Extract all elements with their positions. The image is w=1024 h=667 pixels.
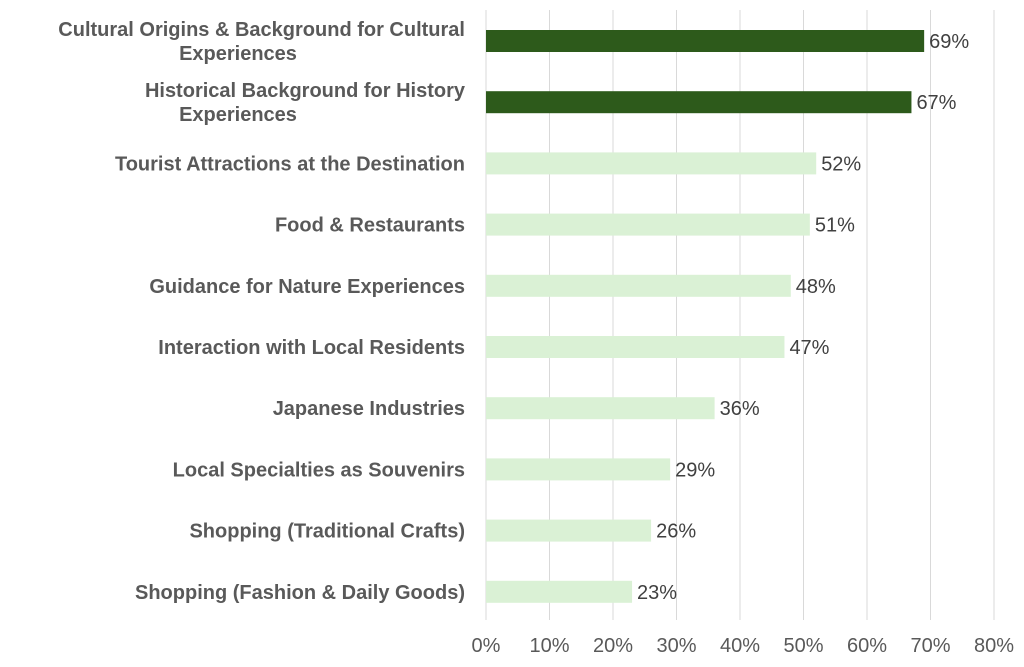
category-label: Shopping (Fashion & Daily Goods) [135, 582, 465, 604]
x-tick-label: 30% [656, 635, 696, 657]
x-tick-label: 20% [593, 635, 633, 657]
category-label: Food & Restaurants [275, 215, 465, 237]
x-axis-ticks: 0% 10% 20% 30% 40% 50% 60% 70% 80% [472, 635, 1015, 657]
data-label: 69% [929, 31, 969, 53]
bar [486, 30, 925, 52]
data-label: 26% [656, 521, 696, 543]
bar [486, 274, 791, 297]
value-labels: 69% 67% 52% 51% 48% 47% 36% 29% 26% 23% [637, 31, 969, 604]
bar [486, 397, 715, 420]
category-label: Japanese Industries [273, 398, 465, 420]
x-tick-label: 60% [847, 635, 887, 657]
x-tick-label: 10% [529, 635, 569, 657]
bar [486, 458, 671, 481]
data-label: 23% [637, 582, 677, 604]
category-label: Shopping (Traditional Crafts) [189, 521, 465, 543]
x-tick-label: 40% [720, 635, 760, 657]
x-tick-label: 50% [783, 635, 823, 657]
data-label: 48% [796, 276, 836, 298]
x-tick-label: 0% [472, 635, 501, 657]
data-label: 36% [720, 398, 760, 420]
data-label: 29% [675, 459, 715, 481]
category-label: Guidance for Nature Experiences [149, 276, 465, 298]
data-label: 52% [821, 153, 861, 175]
category-label: Tourist Attractions at the Destination [115, 153, 465, 175]
category-label: Cultural Origins & Background for Cultur… [58, 19, 465, 41]
category-label: Experiences [179, 104, 297, 126]
data-label: 67% [916, 92, 956, 114]
category-label: Historical Background for History [145, 80, 466, 102]
x-tick-label: 80% [974, 635, 1014, 657]
category-labels: Cultural Origins & Background for Cultur… [58, 19, 466, 604]
bar [486, 336, 785, 358]
x-tick-label: 70% [910, 635, 950, 657]
bar [486, 580, 633, 603]
bar [486, 152, 817, 175]
bar [486, 91, 912, 114]
category-label: Local Specialties as Souvenirs [173, 459, 465, 481]
category-label: Interaction with Local Residents [158, 337, 465, 359]
bar [486, 519, 652, 542]
category-label: Experiences [179, 43, 297, 65]
data-label: 51% [815, 215, 855, 237]
data-label: 47% [789, 337, 829, 359]
bar [486, 213, 810, 236]
bars [486, 30, 925, 603]
